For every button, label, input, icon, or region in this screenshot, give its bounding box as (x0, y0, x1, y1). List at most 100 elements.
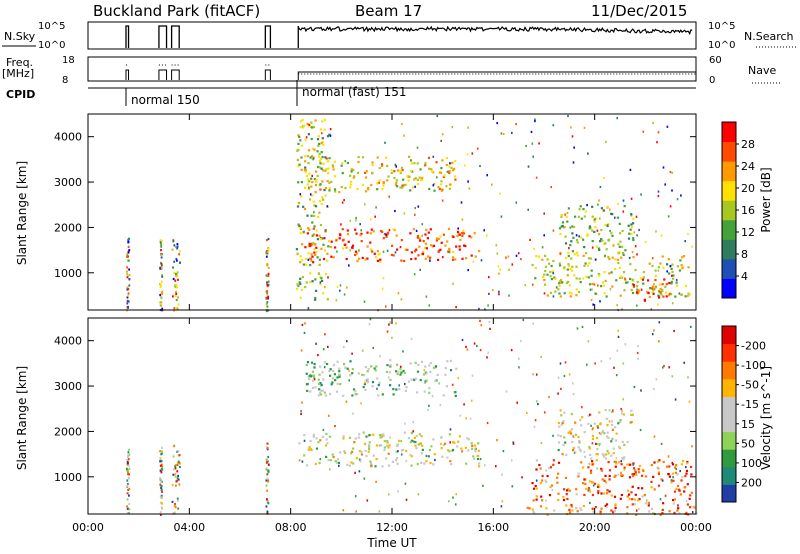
echo-cell (541, 246, 544, 249)
echo-cell (176, 271, 179, 274)
echo-cell (176, 245, 179, 248)
echo-cell (417, 443, 420, 446)
echo-cell (300, 410, 302, 413)
echo-cell (649, 287, 652, 290)
echo-cell (357, 156, 360, 159)
echo-cell (323, 391, 326, 394)
echo-cell (364, 203, 366, 206)
echo-cell (439, 235, 442, 238)
echo-cell (340, 164, 343, 167)
echo-cell (496, 122, 498, 125)
echo-cell (607, 452, 610, 455)
echo-cell (160, 284, 162, 288)
echo-cell (653, 488, 656, 491)
echo-cell (391, 460, 394, 463)
echo-cell (128, 237, 130, 240)
echo-cell (543, 273, 546, 276)
echo-cell (296, 149, 299, 152)
echo-cell (577, 472, 580, 475)
echo-cell (367, 368, 370, 371)
echo-cell (126, 505, 128, 508)
echo-cell (591, 282, 594, 285)
echo-cell (586, 233, 589, 236)
echo-cell (177, 460, 180, 463)
echo-cell (571, 225, 574, 228)
echo-cell (172, 455, 175, 458)
echo-cell (520, 258, 522, 261)
echo-cell (688, 400, 691, 403)
echo-cell (670, 282, 673, 285)
echo-cell (577, 215, 580, 218)
echo-cell (600, 228, 603, 232)
echo-cell (602, 209, 605, 212)
echo-cell (594, 362, 596, 365)
echo-cell (127, 472, 129, 476)
echo-cell (320, 393, 323, 396)
echo-cell (265, 467, 268, 470)
echo-cell (609, 229, 611, 232)
echo-cell (313, 435, 315, 438)
echo-cell (604, 409, 607, 412)
colorbar-swatch (722, 343, 736, 362)
echo-cell (612, 409, 614, 412)
echo-cell (392, 388, 395, 391)
echo-cell (300, 259, 304, 262)
echo-cell (128, 467, 131, 470)
echo-cell (615, 374, 618, 377)
echo-cell (161, 506, 163, 509)
echo-cell (583, 246, 586, 249)
echo-cell (414, 361, 417, 364)
echo-cell (297, 202, 301, 205)
echo-cell (329, 245, 332, 249)
echo-cell (651, 290, 654, 293)
echo-cell (160, 488, 163, 491)
echo-cell (308, 378, 311, 381)
echo-cell (421, 234, 423, 237)
echo-cell (176, 450, 179, 453)
echo-cell (616, 349, 619, 352)
echo-cell (310, 253, 313, 256)
echo-cell (554, 277, 557, 280)
echo-cell (384, 141, 386, 144)
echo-cell (351, 394, 354, 397)
echo-cell (368, 445, 371, 448)
colorbar-swatch (722, 239, 736, 260)
echo-cell (362, 374, 366, 377)
echo-cell (614, 426, 617, 429)
echo-cell (390, 171, 393, 174)
echo-cell (326, 160, 329, 163)
echo-cell (604, 279, 607, 282)
echo-cell (375, 444, 378, 447)
echo-cell (126, 492, 129, 495)
echo-cell (567, 251, 570, 254)
echo-cell (329, 128, 332, 131)
echo-cell (535, 176, 538, 179)
echo-cell (640, 288, 643, 291)
echo-cell (549, 275, 552, 278)
echo-cell (126, 253, 128, 256)
echo-cell (538, 142, 540, 145)
freq-panel-frame (87, 56, 697, 82)
echo-cell (370, 465, 373, 468)
echo-cell (672, 502, 675, 505)
echo-cell (328, 181, 331, 184)
echo-cell (128, 249, 131, 252)
echo-cell (321, 196, 324, 199)
echo-cell (381, 465, 384, 468)
echo-cell (620, 256, 623, 259)
echo-cell (395, 456, 399, 460)
echo-cell (360, 229, 362, 232)
echo-cell (401, 123, 403, 126)
echo-cell (593, 283, 596, 286)
echo-cell (616, 216, 619, 219)
echo-cell (518, 366, 520, 369)
echo-cell (583, 215, 586, 218)
echo-cell (452, 282, 454, 285)
echo-cell (175, 283, 178, 287)
colorbar-tick-label: 24 (741, 160, 755, 173)
echo-cell (680, 463, 683, 466)
echo-cell (445, 156, 449, 160)
echo-cell (572, 449, 575, 452)
echo-cell (486, 356, 488, 359)
echo-cell (639, 277, 642, 280)
